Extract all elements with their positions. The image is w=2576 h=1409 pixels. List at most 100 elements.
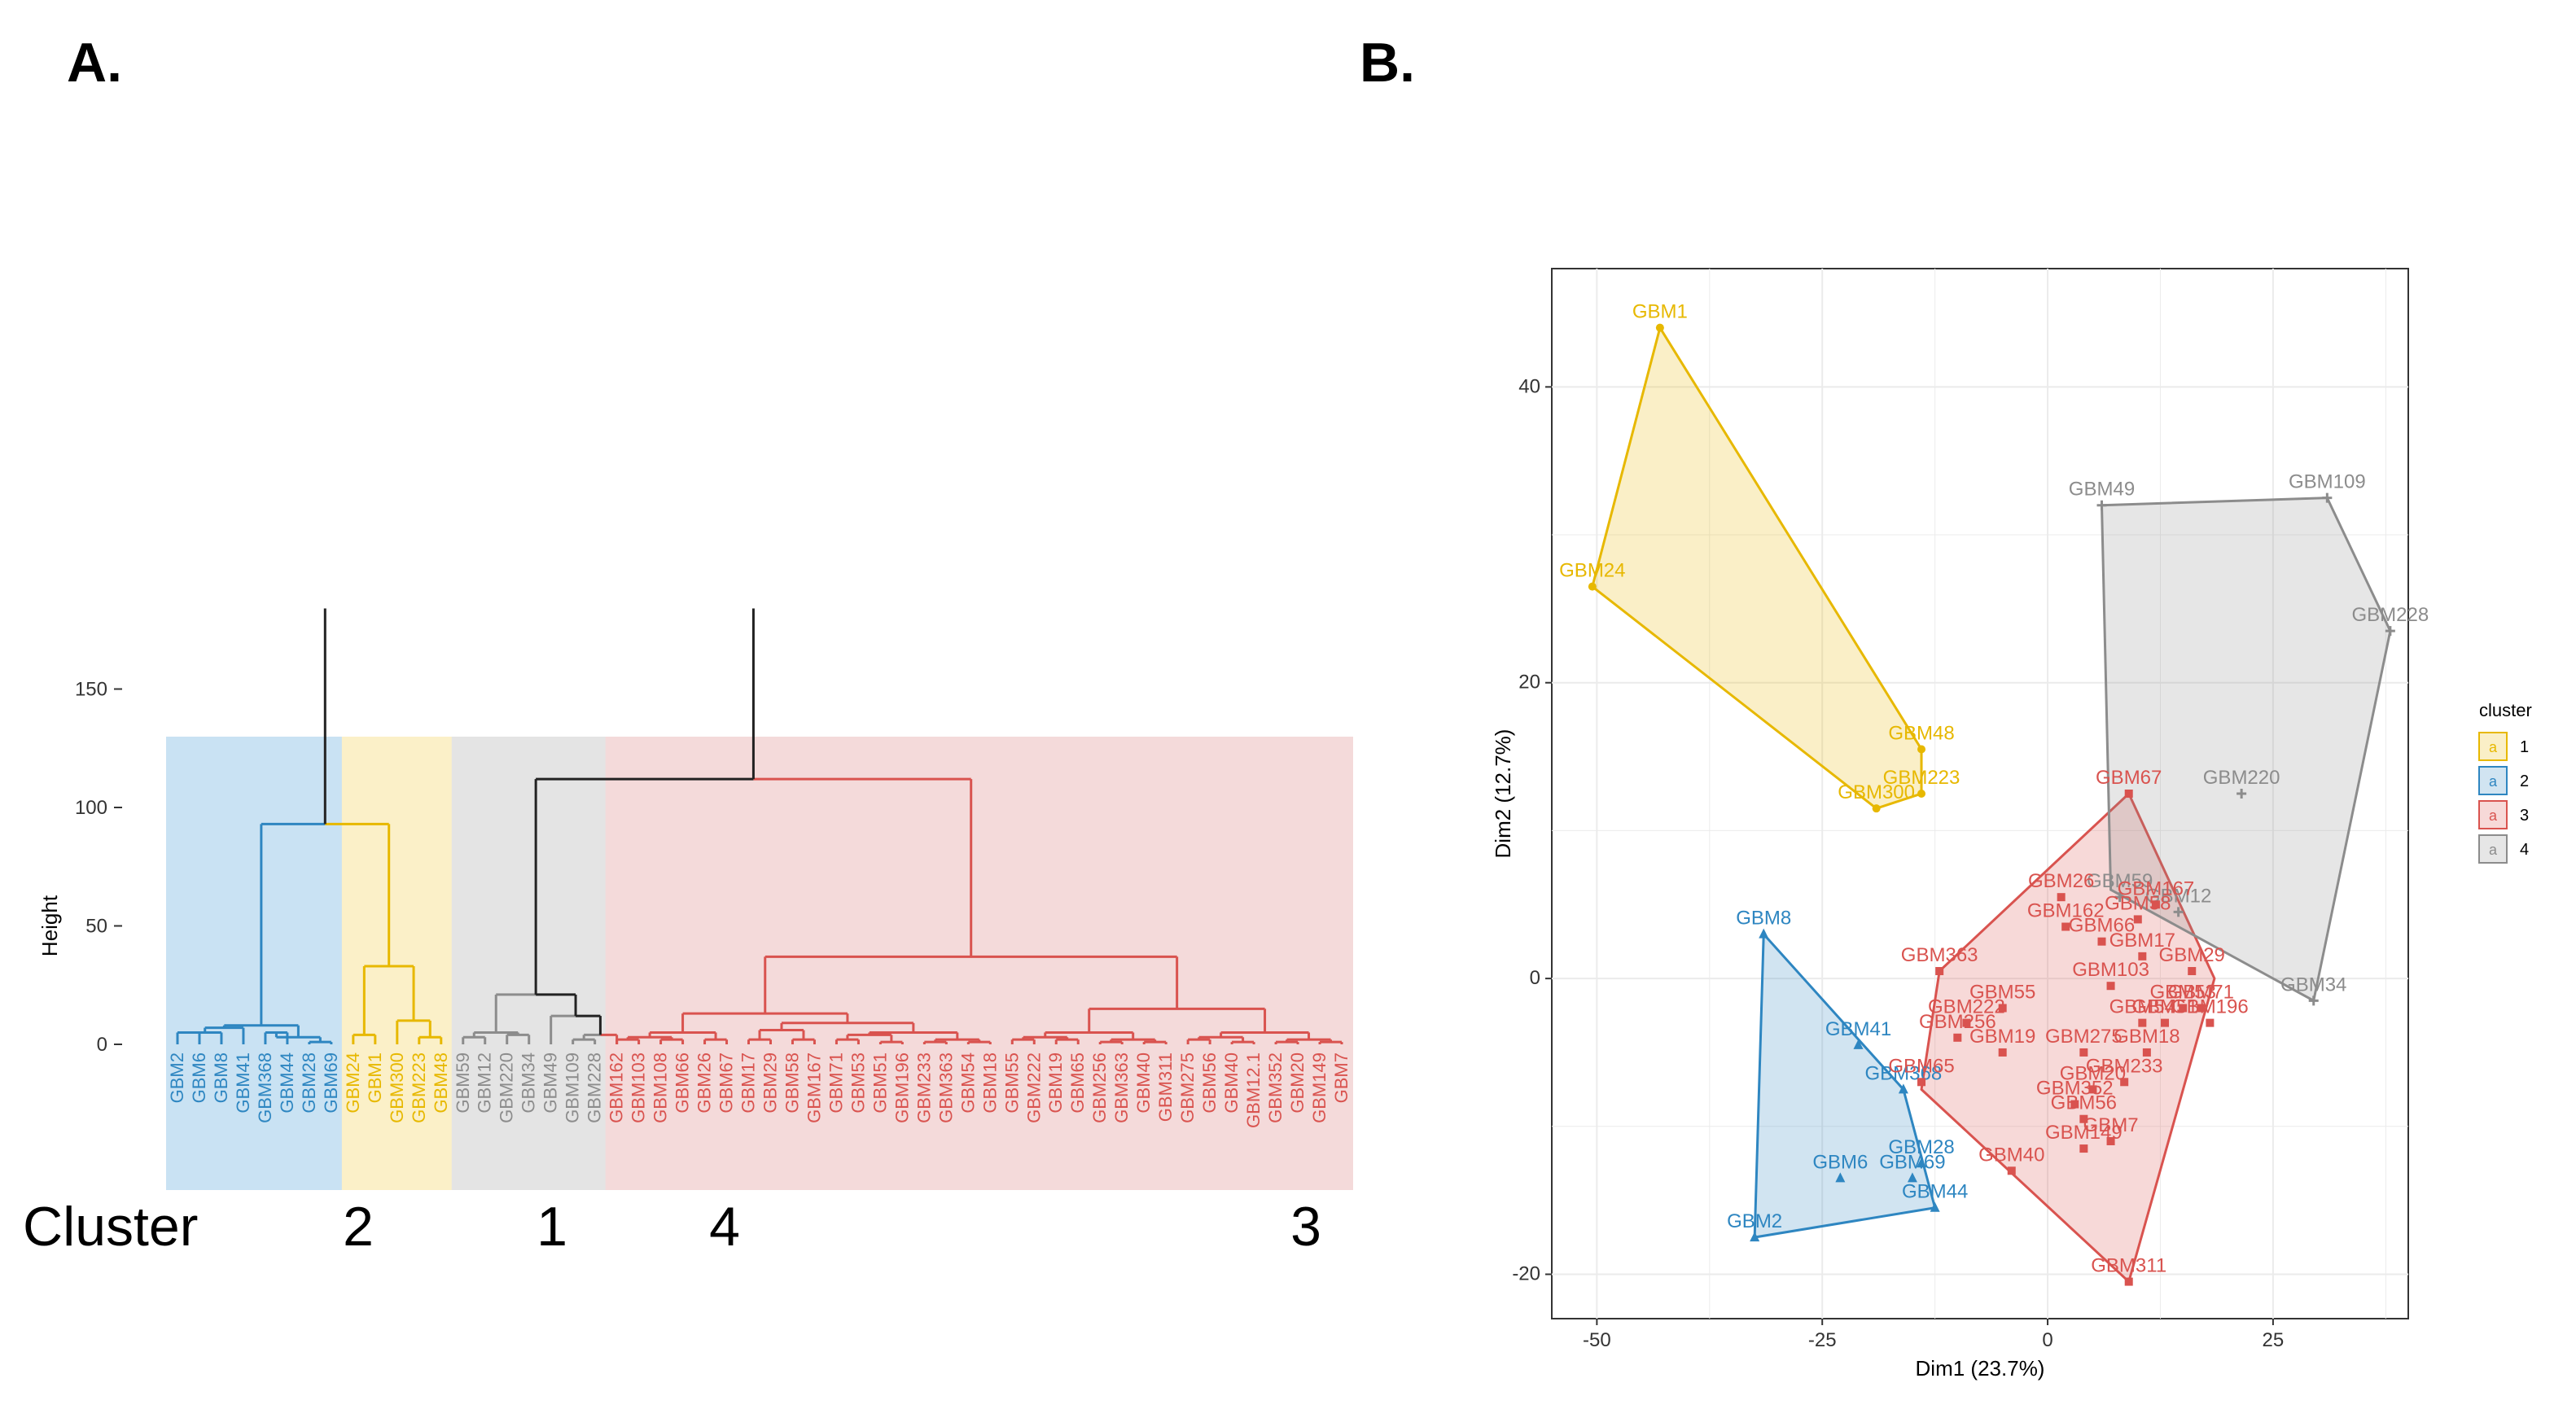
point-marker [2088,1085,2097,1094]
leaf-label: GBM275 [1177,1052,1198,1123]
point-marker [2322,492,2333,503]
leaf-label: GBM311 [1155,1052,1176,1122]
leaf-label: GBM18 [979,1052,1000,1114]
point-label: GBM256 [1919,1011,1996,1033]
leaf-label: GBM69 [321,1052,341,1114]
point-marker [2120,1078,2129,1087]
leaf-label: GBM17 [738,1052,759,1114]
cluster-band-4 [451,737,607,1190]
leaf-label: GBM223 [409,1052,429,1123]
point-label: GBM54 [2109,996,2175,1018]
legend-key-2 [2478,766,2508,795]
cluster-number: 3 [1290,1196,1321,1258]
leaf-label: GBM28 [299,1052,319,1114]
point-marker [2161,1018,2170,1027]
point-marker [2007,1166,2016,1175]
leaf-label: GBM58 [782,1052,802,1114]
point-marker [2106,1136,2115,1145]
point-label: GBM34 [2280,974,2346,995]
point-marker [1872,804,1881,813]
hull-cluster-1 [1591,324,1923,810]
point-label: GBM167 [2118,877,2195,899]
cluster-number: 4 [709,1196,740,1258]
point-label: GBM24 [1559,560,1625,582]
point-label: GBM275 [2045,1026,2123,1048]
point-label: GBM17 [2109,930,2175,952]
point-marker [1917,790,1926,798]
leaf-label: GBM363 [935,1052,956,1123]
x-tick-label: -25 [1808,1329,1837,1351]
legend-key-glyph: a [2489,773,2498,790]
leaf-label: GBM222 [1023,1052,1044,1123]
leaf-label: GBM49 [541,1052,561,1114]
cluster-band-1 [341,737,453,1190]
point-label: GBM49 [2069,479,2135,501]
point-marker [1907,1172,1917,1183]
x-tick-label: 25 [2263,1329,2285,1351]
legend-label: 3 [2520,807,2529,825]
point-marker [1917,1078,1926,1087]
point-label: GBM311 [2091,1255,2166,1277]
cluster-plot-panel: -50 -25 0 25 -20 0 20 40 Dim1 (23.7%) Dim2 (12.7%… [1491,268,2532,1381]
legend-key-1 [2478,732,2508,761]
point-marker [2079,1144,2088,1153]
x-axis-title: Dim1 (23.7%) [1916,1356,2045,1381]
point-label: GBM103 [2072,959,2149,981]
cluster-number: 1 [537,1196,567,1258]
cluster-band-3 [605,737,1353,1190]
point-label: GBM222 [1928,996,2005,1018]
point-marker [2070,1100,2079,1109]
point-label: GBM2 [1727,1210,1782,1232]
point-label: GBM55 [1969,981,2035,1003]
leaf-label: GBM66 [672,1052,693,1114]
point-label: GBM19 [1969,1026,2035,1048]
point-label: GBM53 [2149,981,2215,1003]
leaf-label: GBM1 [365,1052,385,1103]
y-tick-label: 100 [75,797,107,819]
point-marker [2124,1277,2133,1286]
y-tick-label: 0 [1530,967,1540,989]
y-axis-title: Height [37,895,62,956]
point-label: GBM71 [2168,981,2234,1003]
point-label: GBM58 [2105,892,2171,914]
point-marker [1853,1039,1864,1049]
point-marker [2079,1114,2088,1123]
point-label: GBM28 [1888,1136,1954,1158]
point-label: GBM18 [2114,1026,2180,1048]
leaf-label: GBM352 [1265,1052,1286,1123]
point-label: GBM20 [2060,1062,2126,1084]
point-marker [2385,626,2395,637]
y-tick-label: 150 [75,679,107,701]
point-label: GBM41 [1825,1018,1891,1040]
legend-key-glyph: a [2489,842,2498,858]
leaf-label: GBM40 [1221,1052,1242,1114]
point-marker [1930,1201,1940,1212]
leaf-label: GBM40 [1133,1052,1154,1114]
point-marker [2057,893,2066,902]
panel-a-label: A. [67,32,122,94]
point-label: GBM1 [1632,301,1688,323]
point-label: GBM228 [2351,604,2429,626]
legend-label: 2 [2520,772,2529,790]
point-label: GBM67 [2096,767,2162,789]
leaf-label: GBM7 [1331,1052,1352,1103]
point-marker [2124,790,2133,798]
point-label: GBM300 [1838,781,1915,803]
leaf-label: GBM51 [870,1052,890,1114]
leaf-label: GBM368 [255,1052,275,1123]
point-marker [1750,1232,1760,1242]
point-label: GBM352 [2036,1078,2114,1100]
legend-key-3 [2478,800,2508,829]
leaf-label: GBM26 [694,1052,715,1114]
leaf-label: GBM196 [892,1052,912,1123]
point-label: GBM149 [2045,1122,2123,1144]
leaf-label: GBM12 [475,1052,495,1114]
point-marker [1655,323,1664,332]
cluster-band-2 [166,737,343,1190]
leaf-label: GBM71 [826,1052,846,1114]
leaf-label: GBM19 [1045,1052,1066,1114]
cluster-number: 2 [343,1196,374,1258]
point-marker [2188,967,2197,976]
point-label: GBM66 [2069,915,2135,937]
leaf-label: GBM54 [957,1052,978,1114]
